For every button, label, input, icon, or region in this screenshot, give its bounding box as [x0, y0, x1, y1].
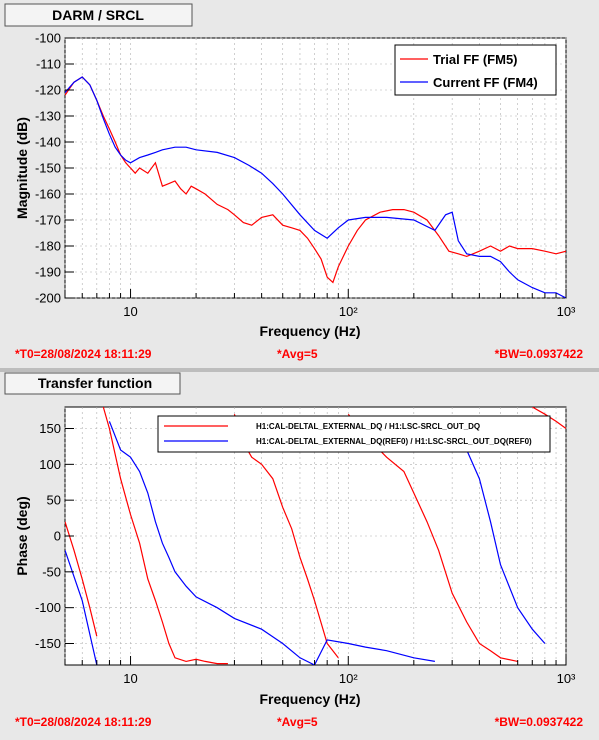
panel-tab-title: DARM / SRCL [52, 7, 144, 23]
y-tick-label: -150 [35, 636, 61, 651]
x-tick-label: 10² [339, 671, 358, 686]
footer-bw: *BW=0.0937422 [495, 715, 584, 729]
y-tick-label: -140 [35, 135, 61, 150]
y-tick-label: -200 [35, 291, 61, 306]
y-tick-label: -160 [35, 187, 61, 202]
y-tick-label: -100 [35, 31, 61, 46]
legend-label-trial: Trial FF (FM5) [433, 52, 518, 67]
footer-t0: *T0=28/08/2024 18:11:29 [15, 347, 152, 361]
y-tick-label: 50 [47, 493, 61, 508]
x-tick-label: 10 [123, 671, 137, 686]
legend-box [394, 44, 557, 96]
y-tick-label: -190 [35, 265, 61, 280]
y-tick-label: 0 [54, 529, 61, 544]
series-line-trial [65, 407, 566, 665]
legend-label-current-channel: H1:CAL-DELTAL_EXTERNAL_DQ / H1:LSC-SRCL_… [256, 422, 480, 431]
panel-tab[interactable]: DARM / SRCL [4, 3, 193, 27]
y-tick-label: 100 [39, 457, 61, 472]
panel-magnitude: DARM / SRCL 10 10² 10³ -100 -110 -120 -130 -140… [0, 0, 599, 368]
axes: 10 10² 10³ -100 -110 -120 -130 -140 -150 -160 -170… [35, 31, 576, 320]
y-tick-label: -120 [35, 83, 61, 98]
footer-avg: *Avg=5 [277, 347, 318, 361]
y-tick-label: -150 [35, 161, 61, 176]
x-axis-label: Frequency (Hz) [259, 691, 360, 707]
panel-divider[interactable] [0, 368, 599, 372]
footer-bw: *BW=0.0937422 [495, 347, 584, 361]
legend-label-ref0-channel: H1:CAL-DELTAL_EXTERNAL_DQ(REF0) / H1:LSC… [256, 437, 532, 446]
footer-avg: *Avg=5 [277, 715, 318, 729]
y-tick-label: -100 [35, 600, 61, 615]
panel-tab-title: Transfer function [38, 375, 152, 391]
series-group [65, 76, 566, 298]
y-tick-label: -170 [35, 213, 61, 228]
y-tick-label: -180 [35, 239, 61, 254]
legend-box [157, 415, 551, 453]
panel-phase: Transfer function 10 10² 10³ -150 -100 -50 0 50… [0, 372, 599, 740]
panel-tab[interactable]: Transfer function [4, 372, 181, 395]
x-tick-label: 10 [123, 304, 137, 319]
y-tick-label: -130 [35, 109, 61, 124]
y-axis-label: Magnitude (dB) [14, 117, 30, 219]
series-line-current [65, 76, 566, 298]
panel-tab-box[interactable] [4, 3, 193, 27]
series-line-trial [65, 76, 566, 284]
y-tick-label: -110 [36, 57, 61, 72]
x-axis-label: Frequency (Hz) [259, 323, 360, 339]
legend: H1:CAL-DELTAL_EXTERNAL_DQ / H1:LSC-SRCL_… [157, 415, 551, 453]
x-tick-label: 10³ [557, 304, 576, 319]
y-axis-label: Phase (deg) [14, 496, 30, 575]
x-tick-label: 10² [339, 304, 358, 319]
axes: 10 10² 10³ -150 -100 -50 0 50 100 150 [35, 421, 576, 686]
footer-t0: *T0=28/08/2024 18:11:29 [15, 715, 152, 729]
panel-tab-box[interactable] [4, 372, 181, 395]
x-tick-label: 10³ [557, 671, 576, 686]
legend: Trial FF (FM5) Current FF (FM4) [394, 44, 557, 96]
legend-label-current: Current FF (FM4) [433, 75, 538, 90]
y-tick-label: -50 [42, 564, 61, 579]
y-tick-label: 150 [39, 421, 61, 436]
